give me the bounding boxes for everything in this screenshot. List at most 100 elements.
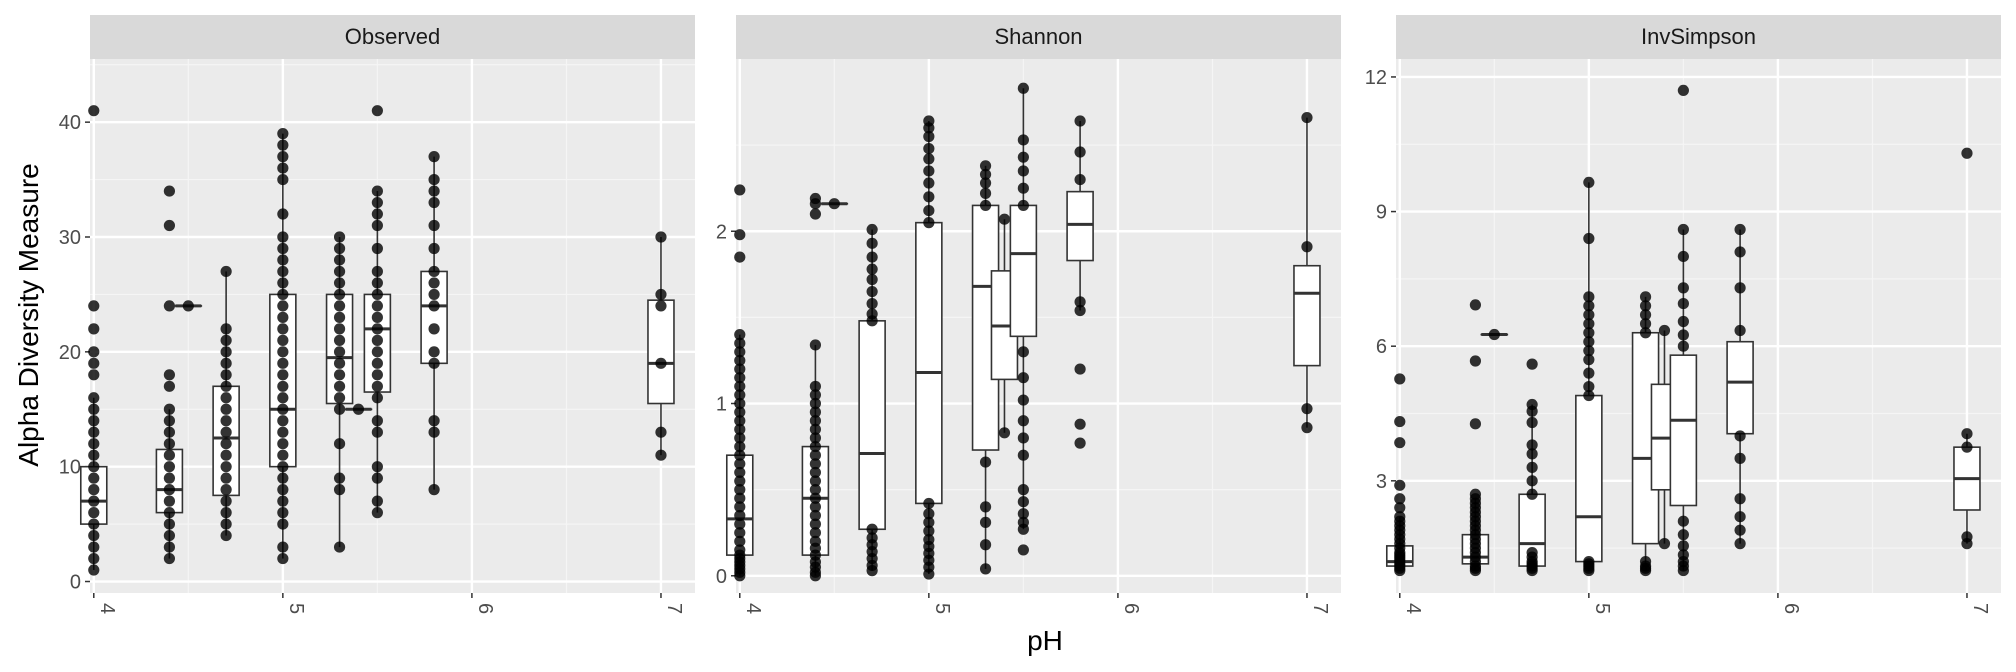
data-point [88,105,100,117]
data-point [88,461,100,473]
data-point [998,427,1011,439]
data-point [1677,529,1689,541]
data-point [1583,380,1595,393]
y-tick-label: 12 [1365,67,1387,89]
data-point [1469,418,1482,430]
data-point [333,357,346,369]
data-point [1677,315,1689,328]
box-group [725,184,754,582]
box-group [79,105,108,576]
panel-background [90,59,695,593]
data-point [88,403,100,415]
data-point [1017,199,1029,212]
data-point [1074,173,1086,186]
data-point [809,475,822,487]
data-point [809,449,822,461]
data-point [428,415,440,427]
data-point [734,346,746,358]
data-point [1639,327,1652,339]
y-tick-label: 2 [716,221,727,243]
box-group [1293,111,1321,434]
data-point [979,456,992,468]
data-point [998,213,1011,225]
data-point [734,363,746,375]
data-point [428,300,440,312]
data-point [277,495,289,507]
data-point [88,357,100,369]
y-tick-label: 0 [716,566,727,588]
data-point [428,323,440,335]
data-point [277,484,289,496]
data-point [1074,437,1086,449]
data-point [1734,524,1746,536]
data-point [371,208,383,220]
data-point [371,334,383,346]
data-point [428,484,440,496]
data-point [88,300,100,312]
data-point [1394,479,1406,491]
data-point [352,403,365,415]
box-group [155,185,184,565]
data-point [333,369,346,381]
data-point [163,529,176,542]
data-point [371,380,383,392]
data-point [88,507,100,519]
data-point [277,162,289,174]
data-point [1583,389,1595,402]
data-point [1017,484,1029,496]
data-point [866,298,878,310]
data-point [923,153,935,165]
data-point [809,535,822,547]
y-tick-label: 3 [1376,471,1387,493]
data-point [734,501,746,513]
data-point [371,461,383,473]
box-group [344,403,373,415]
data-point [163,518,176,530]
data-point [1017,182,1029,194]
data-point [220,403,232,415]
facet-strip-label: InvSimpson [1641,24,1756,49]
x-tick-label: 6 [1780,603,1802,614]
data-point [1394,437,1406,449]
data-point [333,231,346,243]
data-point [866,532,878,544]
data-point [734,440,746,453]
data-point [655,449,667,461]
data-point [333,541,346,553]
data-point [1301,403,1313,415]
box-group [420,151,448,496]
data-point [1394,502,1406,514]
data-point [88,552,100,565]
data-point [1639,309,1652,321]
data-point [428,357,440,369]
data-point [1526,439,1538,451]
data-point [655,231,667,243]
box-group [1461,299,1490,577]
data-point [1469,488,1482,500]
data-point [1017,449,1029,461]
data-point [428,173,440,186]
data-point [1394,511,1406,523]
x-tick-label: 4 [1402,603,1424,614]
data-point [1734,324,1746,337]
x-tick-label: 4 [742,603,764,614]
y-tick-label: 10 [59,457,81,479]
data-point [1677,340,1689,352]
panel-observed: Observed 0 10 20 30 40 4 5 6 7 [59,15,695,614]
data-point [734,354,746,367]
data-point [828,198,840,210]
data-point [1734,452,1746,464]
data-point [1583,232,1595,245]
data-point [866,285,878,298]
data-point [1639,300,1652,312]
data-point [979,168,992,181]
facet-strip-label: Shannon [994,24,1082,49]
data-point [88,564,100,576]
data-point [1074,418,1086,430]
data-point [88,518,100,530]
data-point [809,380,822,392]
data-point [277,311,289,323]
box-group [212,265,240,542]
data-point [655,357,667,369]
box [1669,354,1698,507]
